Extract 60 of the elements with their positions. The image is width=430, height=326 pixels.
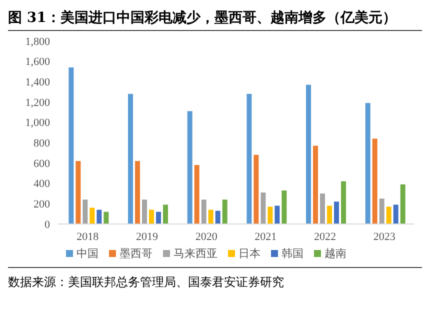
- bar: [379, 198, 384, 224]
- bar: [142, 200, 148, 224]
- y-tick-label: 1,400: [25, 76, 50, 89]
- x-tick-label: 2018: [76, 230, 100, 243]
- bar: [282, 190, 287, 224]
- bar: [372, 138, 378, 224]
- bar: [201, 200, 206, 224]
- source-note: 数据来源：美国联邦总务管理局、国泰君安证券研究: [8, 274, 285, 291]
- bar: [274, 206, 280, 224]
- legend-label: 中国: [76, 247, 98, 260]
- bar: [215, 210, 220, 224]
- y-tick-label: 400: [34, 178, 50, 190]
- bar: [135, 160, 140, 224]
- bar: [156, 212, 162, 224]
- y-tick-label: 800: [34, 138, 50, 150]
- bar: [246, 94, 252, 224]
- y-tick-label: 1,000: [25, 117, 50, 130]
- x-tick-label: 2023: [373, 230, 396, 243]
- bar: [104, 212, 109, 224]
- y-tick-label: 1,600: [25, 56, 50, 68]
- bar: [386, 206, 392, 224]
- y-tick-label: 600: [34, 158, 50, 170]
- bar: [76, 160, 81, 224]
- chart-title: 图 31：美国进口中国彩电减少，墨西哥、越南增多（亿美元）: [8, 8, 422, 31]
- bar: [393, 204, 398, 224]
- bar: [334, 202, 340, 224]
- bar: [268, 206, 273, 224]
- bar: [365, 103, 370, 224]
- bar: [327, 206, 332, 224]
- legend-label: 马来西亚: [174, 247, 218, 260]
- bar: [128, 94, 134, 224]
- bar: [341, 181, 346, 224]
- bar: [68, 67, 74, 224]
- legend-label: 韩国: [282, 247, 304, 260]
- bar: [82, 200, 88, 224]
- x-tick-label: 2021: [254, 230, 277, 243]
- bar: [163, 204, 168, 224]
- bar: [194, 165, 200, 224]
- bar: [90, 208, 95, 224]
- x-tick-label: 2020: [195, 230, 218, 243]
- bar: [222, 200, 228, 224]
- y-tick-label: 1,200: [25, 96, 50, 109]
- y-tick-label: 1,800: [25, 36, 50, 48]
- bar: [208, 210, 214, 224]
- y-tick-label: 0: [44, 218, 50, 231]
- bar: [254, 154, 259, 224]
- bar: [320, 194, 326, 224]
- x-tick-label: 2019: [136, 230, 158, 243]
- legend-label: 日本: [238, 247, 260, 260]
- bar: [149, 210, 154, 224]
- y-tick-label: 200: [34, 198, 50, 211]
- bar: [313, 146, 318, 224]
- bar: [306, 84, 312, 224]
- x-tick-label: 2022: [314, 230, 336, 243]
- bar: [400, 184, 406, 224]
- bar: [187, 111, 192, 224]
- legend-label: 越南: [324, 247, 346, 260]
- bar: [260, 192, 266, 224]
- legend-label: 墨西哥: [120, 247, 152, 260]
- bar: [96, 210, 102, 224]
